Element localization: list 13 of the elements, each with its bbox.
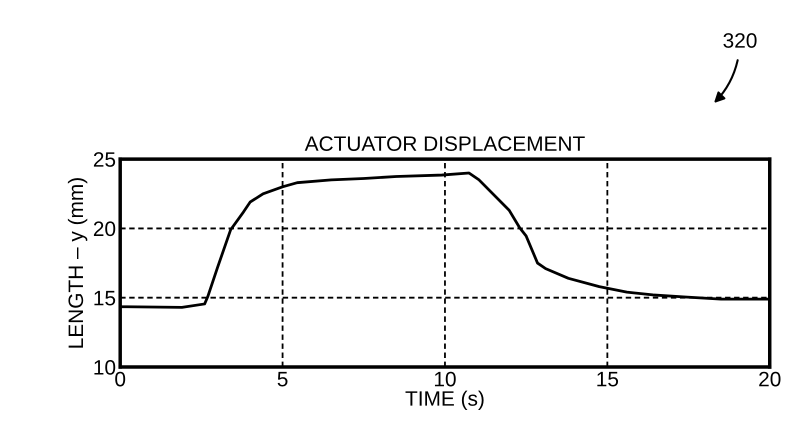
- y-axis-title: LENGTH – y (mm): [68, 178, 88, 348]
- x-tick-label: 5: [278, 372, 288, 386]
- chart-title: ACTUATOR DISPLACEMENT: [304, 136, 585, 152]
- x-tick-label: 15: [597, 372, 618, 386]
- x-tick-label: 0: [115, 372, 126, 386]
- y-tick-label: 25: [94, 152, 116, 167]
- text: 320: [723, 33, 757, 48]
- y-tick-label: 20: [94, 221, 116, 236]
- y-tick-label: 15: [94, 290, 116, 306]
- y-tick-label: 10: [94, 360, 116, 375]
- x-axis-title: TIME (s): [406, 390, 484, 410]
- x-tick-label: 10: [434, 372, 456, 386]
- x-tick-label: 20: [759, 372, 781, 386]
